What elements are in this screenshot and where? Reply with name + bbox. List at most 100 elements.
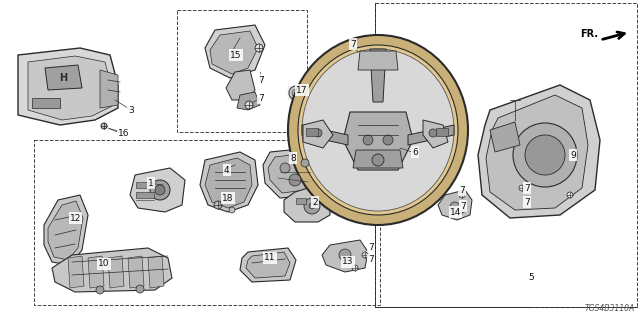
Text: FR.: FR. <box>580 29 598 39</box>
Polygon shape <box>486 95 588 210</box>
Text: H: H <box>59 73 67 83</box>
Bar <box>306 128 318 136</box>
Text: 7: 7 <box>524 183 530 193</box>
Text: 7: 7 <box>368 243 374 252</box>
Text: 13: 13 <box>342 258 353 267</box>
Text: 7: 7 <box>524 197 530 206</box>
Circle shape <box>567 192 573 198</box>
Text: 3: 3 <box>128 106 134 115</box>
Bar <box>296 198 306 204</box>
Text: 1: 1 <box>148 179 154 188</box>
Polygon shape <box>210 31 258 74</box>
Polygon shape <box>100 70 118 108</box>
Text: TGS4B3110A: TGS4B3110A <box>585 304 635 313</box>
Polygon shape <box>18 48 118 125</box>
Polygon shape <box>45 65 82 90</box>
Circle shape <box>101 123 107 129</box>
Polygon shape <box>438 190 472 220</box>
Circle shape <box>363 135 373 145</box>
Polygon shape <box>52 248 172 292</box>
Ellipse shape <box>288 35 468 225</box>
Text: 9: 9 <box>570 150 576 159</box>
Polygon shape <box>205 25 265 78</box>
Circle shape <box>309 203 315 209</box>
Polygon shape <box>68 256 84 288</box>
Bar <box>34 140 380 305</box>
Circle shape <box>301 159 309 167</box>
Polygon shape <box>28 56 112 120</box>
Polygon shape <box>408 125 454 145</box>
Circle shape <box>372 154 384 166</box>
Polygon shape <box>108 256 124 288</box>
Polygon shape <box>284 185 330 222</box>
Circle shape <box>229 207 235 213</box>
Circle shape <box>314 129 322 137</box>
Circle shape <box>214 201 222 209</box>
Polygon shape <box>353 150 403 168</box>
Polygon shape <box>263 148 328 198</box>
Text: 7: 7 <box>350 39 356 49</box>
Circle shape <box>304 198 320 214</box>
Text: 8: 8 <box>290 154 296 163</box>
Text: 15: 15 <box>230 51 241 60</box>
Text: 10: 10 <box>98 260 109 268</box>
Circle shape <box>245 101 253 109</box>
Bar <box>375 3 637 307</box>
Polygon shape <box>130 168 185 212</box>
Polygon shape <box>44 195 88 265</box>
Circle shape <box>362 252 368 258</box>
Text: 4: 4 <box>224 165 230 174</box>
Polygon shape <box>370 49 386 102</box>
Circle shape <box>292 89 300 97</box>
Polygon shape <box>246 252 290 278</box>
Polygon shape <box>490 122 520 152</box>
Circle shape <box>513 123 577 187</box>
Polygon shape <box>88 256 104 288</box>
Circle shape <box>525 135 565 175</box>
Text: 7: 7 <box>460 202 466 211</box>
Polygon shape <box>478 85 600 218</box>
Polygon shape <box>268 153 320 193</box>
Circle shape <box>383 135 393 145</box>
Circle shape <box>459 192 465 198</box>
Bar <box>136 182 154 188</box>
Polygon shape <box>343 112 413 170</box>
Circle shape <box>429 129 437 137</box>
Polygon shape <box>226 70 255 100</box>
Circle shape <box>255 44 263 52</box>
Polygon shape <box>302 125 348 145</box>
Ellipse shape <box>302 49 454 211</box>
Circle shape <box>352 265 358 271</box>
Circle shape <box>96 286 104 294</box>
Text: 7: 7 <box>258 76 264 84</box>
Circle shape <box>519 185 525 191</box>
Polygon shape <box>423 120 448 148</box>
Bar <box>177 10 307 132</box>
Polygon shape <box>303 120 333 148</box>
Polygon shape <box>200 152 258 212</box>
Circle shape <box>339 249 351 261</box>
Polygon shape <box>128 256 144 288</box>
Text: 7: 7 <box>459 186 465 195</box>
Circle shape <box>136 285 144 293</box>
Text: 2: 2 <box>312 197 317 206</box>
Circle shape <box>459 207 465 213</box>
Text: 18: 18 <box>222 194 234 203</box>
Ellipse shape <box>298 45 458 215</box>
Text: 7: 7 <box>368 255 374 265</box>
Polygon shape <box>148 256 164 288</box>
Text: 14: 14 <box>450 207 461 217</box>
Bar <box>32 98 60 108</box>
Text: 6: 6 <box>412 148 418 156</box>
Polygon shape <box>205 158 252 208</box>
Text: 11: 11 <box>264 253 275 262</box>
Text: 7: 7 <box>258 93 264 102</box>
Circle shape <box>450 202 460 212</box>
Text: 17: 17 <box>296 85 307 94</box>
Polygon shape <box>358 51 398 70</box>
Circle shape <box>150 180 170 200</box>
Polygon shape <box>322 240 368 272</box>
Circle shape <box>289 86 303 100</box>
Bar <box>436 128 448 136</box>
Text: 16: 16 <box>118 129 129 138</box>
